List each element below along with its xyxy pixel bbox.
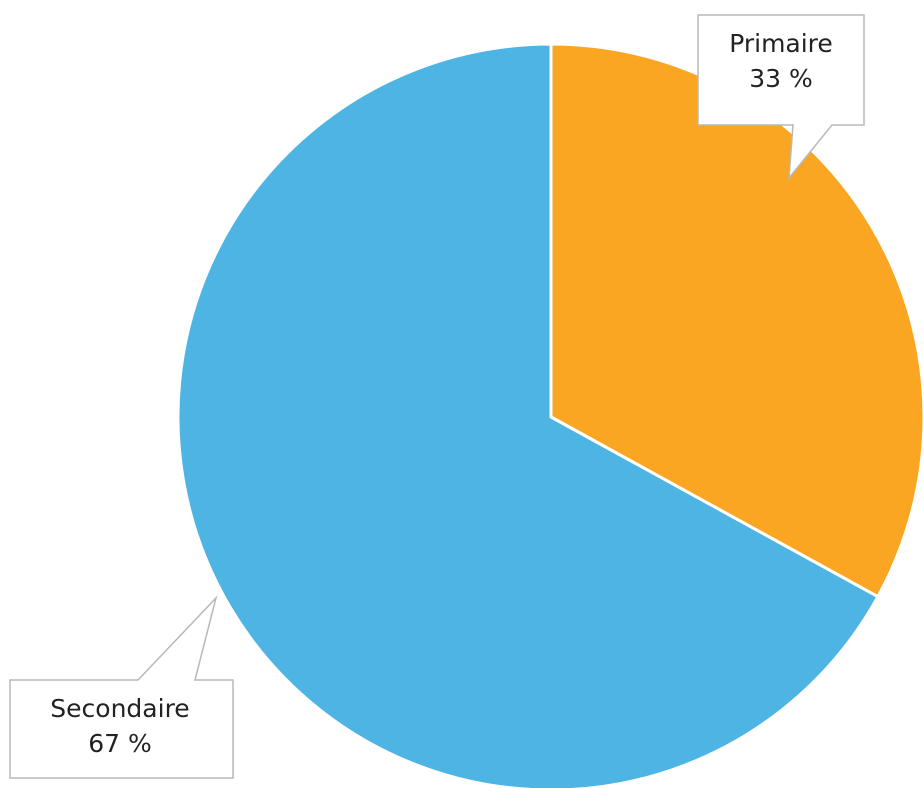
callout-primaire: Primaire 33 % — [697, 14, 865, 181]
callout-secondaire-box — [9, 595, 234, 779]
slice-value-secondaire: 67 % — [88, 729, 152, 758]
slice-label-secondaire: Secondaire — [50, 694, 189, 723]
slice-value-primaire: 33 % — [749, 64, 813, 93]
pie-slice-secondaire — [176, 42, 880, 788]
callout-secondaire: Secondaire 67 % — [9, 595, 234, 779]
pie-slice-primaire — [549, 42, 924, 599]
pie-slices — [176, 42, 924, 788]
callout-primaire-box — [697, 14, 865, 181]
slice-label-primaire: Primaire — [729, 29, 833, 58]
